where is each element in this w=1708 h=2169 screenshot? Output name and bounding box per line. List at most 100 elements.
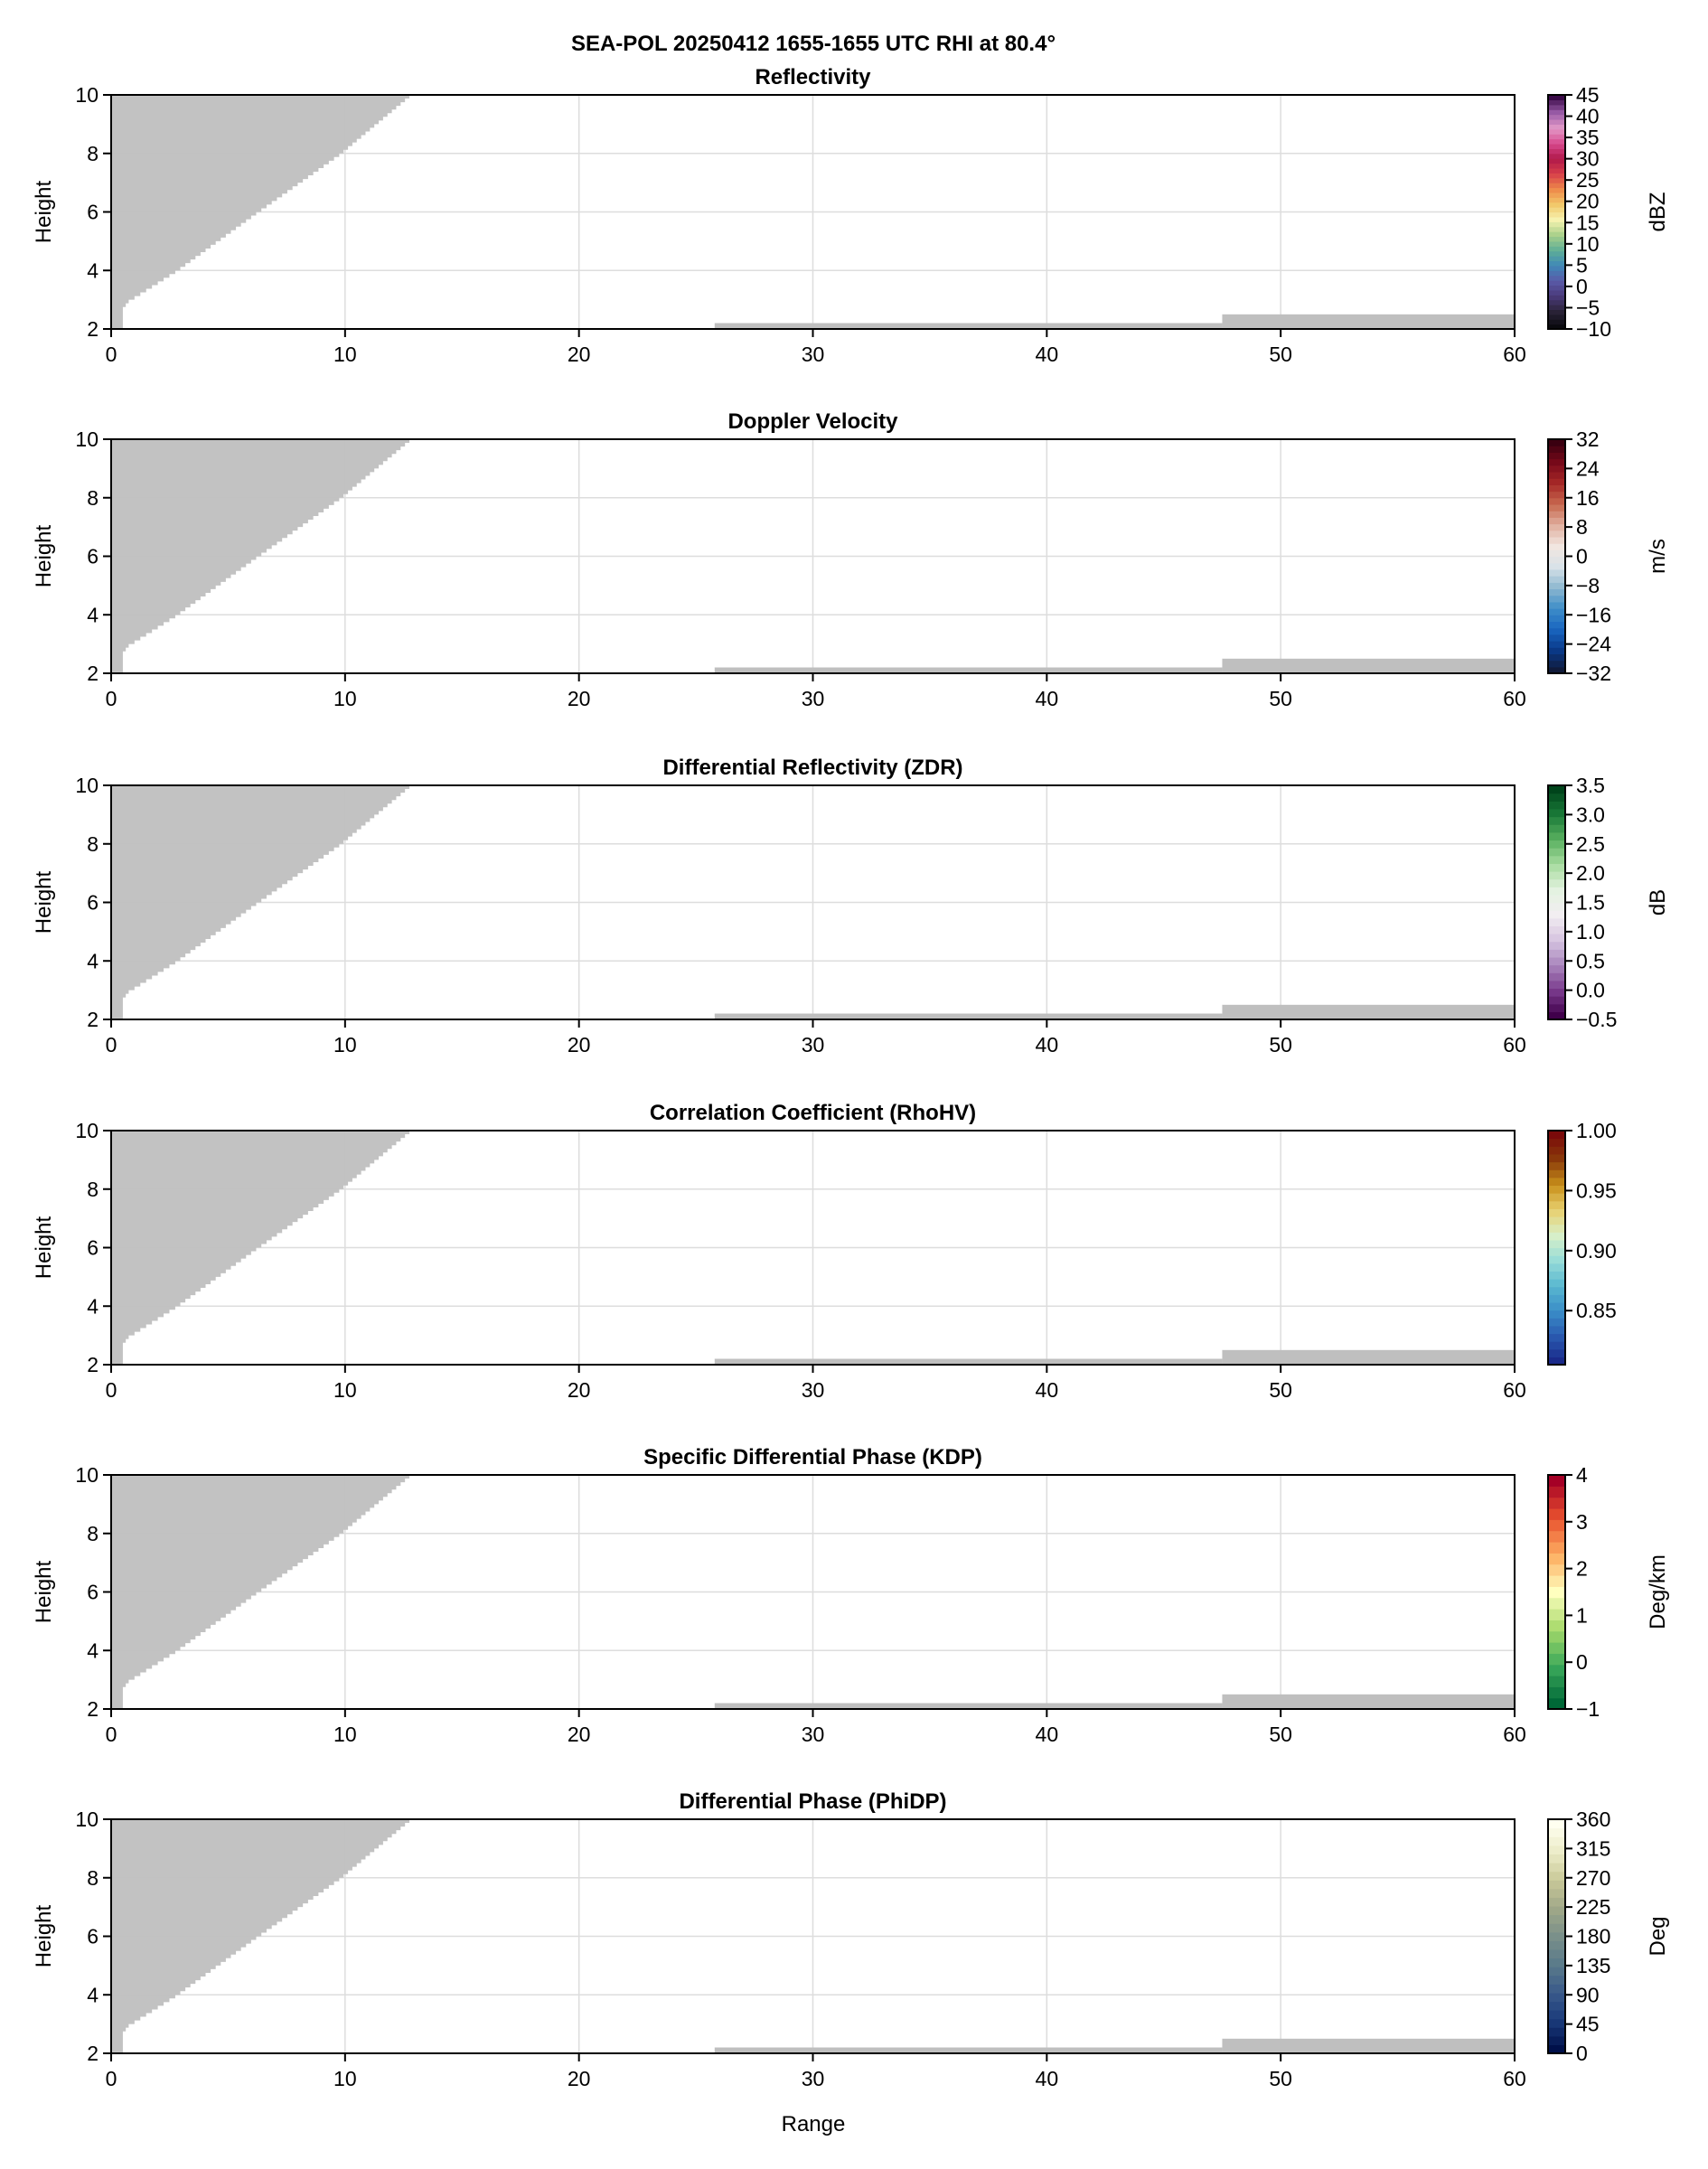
colorbar-band (1548, 1232, 1565, 1241)
colorbar-band (1548, 478, 1565, 485)
y-tick-label: 10 (75, 427, 99, 451)
colorbar-band (1548, 1948, 1565, 1959)
colorbar-tick-label: 32 (1576, 427, 1600, 451)
colorbar-band (1548, 2001, 1565, 2011)
colorbar-band (1548, 1003, 1565, 1012)
colorbar-band (1548, 1348, 1565, 1357)
colorbar-band (1548, 503, 1565, 512)
colorbar-band (1548, 848, 1565, 857)
colorbar-band (1548, 148, 1565, 155)
x-tick-label: 40 (1036, 2067, 1059, 2090)
colorbar-label: dB (1646, 889, 1670, 915)
x-tick-label: 30 (802, 2067, 825, 2090)
colorbar-label: Deg/km (1646, 1554, 1670, 1629)
colorbar-tick-label: 0 (1576, 2042, 1588, 2065)
panel-2: Differential Reflectivity (ZDR)0 10 20 30 40… (32, 756, 1670, 1056)
panel-title: Correlation Coefficient (RhoHV) (650, 1101, 976, 1125)
colorbar-band (1548, 1530, 1565, 1543)
x-tick-label: 0 (106, 1033, 117, 1056)
panel-title: Reflectivity (755, 65, 871, 89)
colorbar-band (1548, 2018, 1565, 2028)
colorbar-band (1548, 831, 1565, 841)
x-tick-label: 20 (568, 2067, 591, 2090)
x-tick-label: 30 (802, 1033, 825, 1056)
colorbar-band (1548, 530, 1565, 538)
colorbar-band (1548, 949, 1565, 958)
masked-cone-region (111, 1819, 410, 2053)
colorbar-tick-label: 3.5 (1576, 774, 1605, 797)
colorbar-tick-label: 180 (1576, 1925, 1610, 1948)
x-tick-label: 0 (106, 1723, 117, 1746)
colorbar-band (1548, 1247, 1565, 1256)
x-tick-label: 60 (1503, 343, 1526, 366)
colorbar-band (1548, 1697, 1565, 1710)
colorbar-band (1548, 1958, 1565, 1967)
colorbar-band (1548, 1914, 1565, 1924)
colorbar-band (1548, 1255, 1565, 1264)
colorbar-band (1548, 588, 1565, 596)
masked-ground-band (714, 667, 1223, 673)
colorbar-band (1548, 1333, 1565, 1342)
colorbar-band (1548, 1586, 1565, 1599)
y-tick-label: 10 (75, 1808, 99, 1831)
colorbar-label: Deg (1646, 1916, 1670, 1956)
colorbar-band (1548, 192, 1565, 198)
colorbar-frame (1547, 1130, 1566, 1366)
colorbar-band (1548, 608, 1565, 615)
colorbar-band (1548, 309, 1565, 315)
colorbar-band (1548, 226, 1565, 232)
y-tick-label: 8 (87, 486, 99, 510)
y-tick-label: 6 (87, 201, 99, 224)
colorbar-band (1548, 801, 1565, 810)
colorbar-tick-label: 0 (1576, 1650, 1588, 1674)
colorbar-band (1548, 265, 1565, 271)
colorbar-band (1548, 187, 1565, 193)
colorbar-tick-label: 2 (1576, 1557, 1588, 1581)
y-axis-label: Height (32, 1216, 56, 1279)
colorbar-tick-label: 24 (1576, 456, 1600, 480)
y-axis-label: Height (32, 1904, 56, 1967)
colorbar-band (1548, 816, 1565, 825)
colorbar-label: dBZ (1646, 192, 1670, 231)
colorbar-tick-label: 2.0 (1576, 861, 1605, 885)
colorbar-tick-label: 225 (1576, 1895, 1610, 1919)
x-tick-label: 0 (106, 687, 117, 710)
colorbar-tick-label: 4 (1576, 1463, 1588, 1487)
colorbar-band (1548, 1931, 1565, 1941)
colorbar-band (1548, 902, 1565, 911)
colorbar-band (1548, 556, 1565, 564)
colorbar-band (1548, 1553, 1565, 1565)
colorbar-band (1548, 246, 1565, 252)
x-tick-label: 40 (1036, 1378, 1059, 1402)
colorbar-tick-label: 20 (1576, 190, 1600, 213)
x-tick-label: 50 (1269, 1033, 1292, 1056)
colorbar-tick-label: 1.5 (1576, 891, 1605, 915)
y-tick-label: 4 (87, 603, 99, 626)
colorbar-band (1548, 1239, 1565, 1249)
colorbar-band (1548, 1279, 1565, 1288)
y-axis-label: Height (32, 524, 56, 587)
colorbar-band (1548, 177, 1565, 183)
colorbar-band (1548, 197, 1565, 203)
y-tick-label: 8 (87, 1866, 99, 1890)
colorbar-tick-label: −16 (1576, 603, 1611, 626)
colorbar-band (1548, 1845, 1565, 1854)
colorbar-band (1548, 894, 1565, 904)
colorbar-band (1548, 1880, 1565, 1890)
colorbar-band (1548, 1131, 1565, 1140)
x-tick-label: 10 (333, 343, 357, 366)
x-tick-label: 60 (1503, 687, 1526, 710)
panel-title: Differential Phase (PhiDP) (679, 1789, 946, 1814)
colorbar-tick-label: 35 (1576, 126, 1600, 149)
x-tick-label: 50 (1269, 1378, 1292, 1402)
masked-cone-region (111, 95, 410, 329)
x-tick-label: 30 (802, 687, 825, 710)
y-tick-label: 4 (87, 258, 99, 282)
colorbar-tick-label: 1.0 (1576, 920, 1605, 944)
masked-cone-region (111, 439, 410, 673)
colorbar-band (1548, 2027, 1565, 2037)
colorbar-band (1548, 887, 1565, 896)
